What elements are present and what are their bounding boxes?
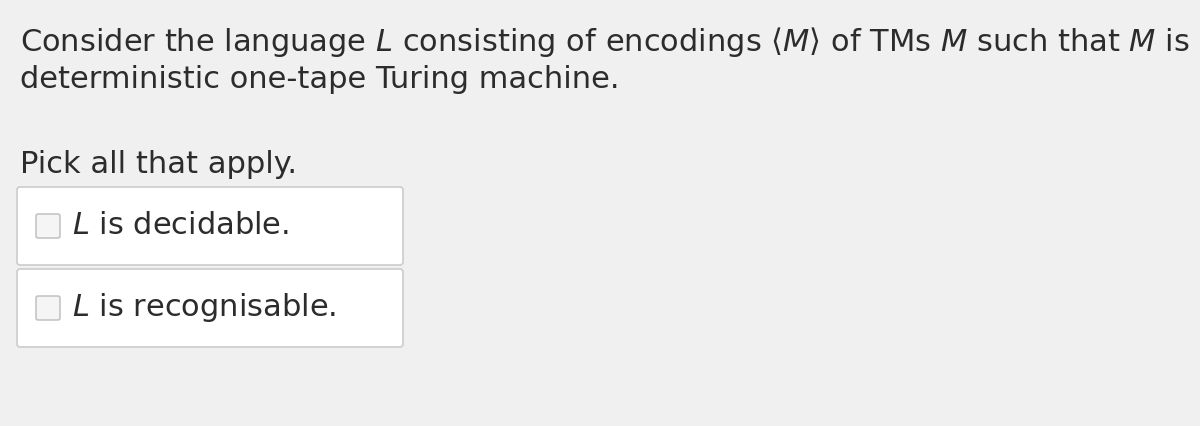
Text: $\mathit{L}$ is decidable.: $\mathit{L}$ is decidable.: [72, 211, 289, 241]
FancyBboxPatch shape: [36, 296, 60, 320]
FancyBboxPatch shape: [36, 214, 60, 238]
FancyBboxPatch shape: [17, 187, 403, 265]
FancyBboxPatch shape: [17, 269, 403, 347]
Text: $\mathit{L}$ is recognisable.: $\mathit{L}$ is recognisable.: [72, 291, 336, 325]
Text: deterministic one-tape Turing machine.: deterministic one-tape Turing machine.: [20, 65, 619, 94]
Text: Consider the language $\mathit{L}$ consisting of encodings $\langle\mathit{M}\ra: Consider the language $\mathit{L}$ consi…: [20, 25, 1200, 59]
Text: Pick all that apply.: Pick all that apply.: [20, 150, 298, 179]
